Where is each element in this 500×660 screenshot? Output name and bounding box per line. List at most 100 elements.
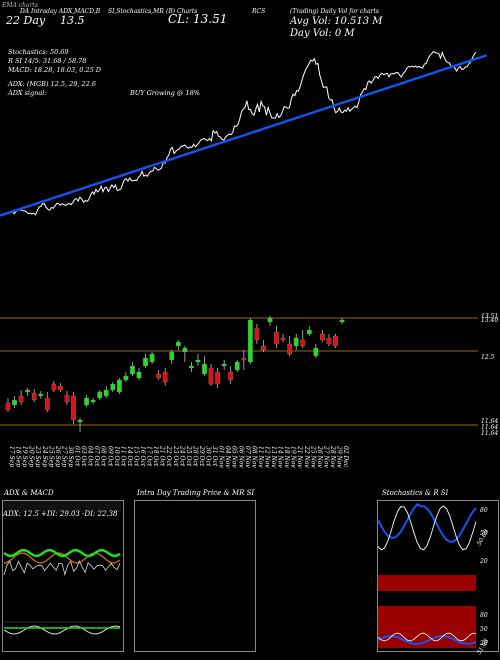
si-axis-label: 20 xyxy=(479,640,488,647)
price-axis-label: 11.64 xyxy=(481,430,498,437)
date-axis-label: 27 Sep xyxy=(60,445,67,467)
stoch-axis-label: 50.69 xyxy=(476,528,491,547)
date-axis-label: 05 Nov xyxy=(231,446,238,468)
candle-body xyxy=(38,393,44,397)
candle-body xyxy=(189,365,194,369)
si-readout: R SI 14/5: 31.68 / 58.78 xyxy=(8,57,87,65)
date-axis-label: 18 Oct xyxy=(152,446,159,467)
header-day-value: 13.5 xyxy=(60,14,85,27)
stoch-axis-label: 80 xyxy=(480,507,488,514)
adx-readout-bar: ADX: 12.5 +DI: 29.03 -DI: 22.38 xyxy=(3,501,121,518)
date-axis-label: 25 Oct xyxy=(185,445,192,467)
date-axis-label: 25 Nov xyxy=(309,445,316,468)
date-axis-label: 16 Oct xyxy=(139,446,146,467)
intraday-panel xyxy=(134,500,256,652)
header-day-label: 22 Day xyxy=(6,14,46,27)
candle-body xyxy=(90,399,96,403)
date-axis-label: 24 Oct xyxy=(178,445,185,467)
candle-body xyxy=(25,389,31,393)
minus-di-line xyxy=(3,560,121,576)
date-axis-label: 07 Nov xyxy=(244,446,251,468)
header-company: (B) Charts xyxy=(166,8,198,15)
candle-body xyxy=(5,402,11,411)
date-axis-label: 09 Oct xyxy=(106,446,113,467)
ema-series-line xyxy=(0,54,488,217)
date-axis-label: 14 Oct xyxy=(126,446,133,467)
date-axis-label: 26 Sep xyxy=(54,445,61,467)
date-axis-label: 21 Oct xyxy=(159,445,166,467)
price-line-chart xyxy=(0,50,488,217)
date-axis-label: 04 Nov xyxy=(224,446,231,468)
candle-body xyxy=(84,397,89,406)
date-axis-label: 13 Nov xyxy=(270,446,277,468)
date-axis-label: 25 Sep xyxy=(47,445,54,467)
date-axis-label: 06 Nov xyxy=(237,446,244,468)
candle-body xyxy=(117,379,122,393)
header-top-left: EMA charts xyxy=(2,2,38,9)
price-axis-label: 12.5 xyxy=(481,354,495,361)
price-axis-label: 11.64 xyxy=(481,424,498,431)
date-axis-label: 22 Nov xyxy=(303,445,310,468)
date-axis-label: 17 Sep xyxy=(8,446,15,467)
candle-body xyxy=(313,347,319,357)
candle-body xyxy=(228,371,234,381)
candle-body xyxy=(234,361,240,371)
date-axis-label: 11 Nov xyxy=(257,446,264,468)
candle-body xyxy=(18,395,24,403)
candle-body xyxy=(241,357,247,361)
date-axis-label: 29 Oct xyxy=(198,445,205,467)
candle-body xyxy=(208,367,214,385)
date-axis-label: 31 Oct xyxy=(211,446,218,467)
si-axis-label: 31.68 xyxy=(476,637,491,656)
macd-line xyxy=(3,625,121,635)
date-axis-label: 03 Oct xyxy=(80,446,87,467)
date-axis-label: 19 Nov xyxy=(290,446,297,468)
date-axis-label: 10 Oct xyxy=(113,446,120,467)
date-axis-label: 23 Oct xyxy=(172,445,179,467)
adx-readout: ADX: (MGB) 12.5, 29, 22.6 xyxy=(8,80,97,88)
date-axis-label: 02 Dec xyxy=(342,446,349,468)
candle-body xyxy=(293,337,299,347)
date-axis-label: 17 Oct xyxy=(146,446,153,467)
si-signal-line xyxy=(377,632,477,642)
header-ticker: RCS xyxy=(252,8,266,15)
candle-body xyxy=(247,319,253,363)
adx-signal-label: ADX signal: xyxy=(8,89,47,97)
candle-body xyxy=(339,319,345,323)
price-axis-label: 13.40 xyxy=(481,317,498,324)
candle-body xyxy=(44,397,50,411)
stochastics-readout: Stochastics: 50.69 xyxy=(8,48,69,56)
buy-signal-label: BUY Growing @ 18% xyxy=(130,89,200,97)
date-axis-label: 19 Sep xyxy=(21,446,28,467)
header-avg-vol: Avg Vol: 10.513 M xyxy=(290,16,383,27)
candle-body xyxy=(110,383,116,391)
stoch-low-band xyxy=(378,575,476,591)
candle-body xyxy=(162,371,168,383)
date-axis-label: 01 Nov xyxy=(218,446,225,468)
price-axis-label: 13.51 xyxy=(481,313,498,320)
price-axis-label: 11.64 xyxy=(481,418,498,425)
stochastics-panel xyxy=(377,500,499,652)
adx-panel-title: ADX & MACD xyxy=(4,489,54,497)
candle-body xyxy=(175,341,181,347)
date-axis-label: 01 Oct xyxy=(74,446,81,467)
si-line xyxy=(377,634,477,646)
candle-body xyxy=(149,353,155,363)
candle-body xyxy=(71,395,76,421)
candle-body xyxy=(58,385,63,391)
header-day-vol: Day Vol: 0 M xyxy=(290,28,355,39)
adx-line xyxy=(3,552,121,564)
candle-body xyxy=(287,343,293,355)
date-axis-label: 24 Sep xyxy=(41,445,48,467)
candle-body xyxy=(143,357,148,367)
candle-body xyxy=(31,392,37,401)
date-axis-label: 27 Nov xyxy=(322,445,329,468)
candle-body xyxy=(77,419,83,423)
si-axis-label: 80 xyxy=(480,612,488,619)
candle-body xyxy=(215,371,220,385)
candle-body xyxy=(306,329,312,335)
candle-body xyxy=(123,375,129,381)
date-axis-label: 11 Oct xyxy=(119,446,126,467)
candle-body xyxy=(320,333,325,341)
